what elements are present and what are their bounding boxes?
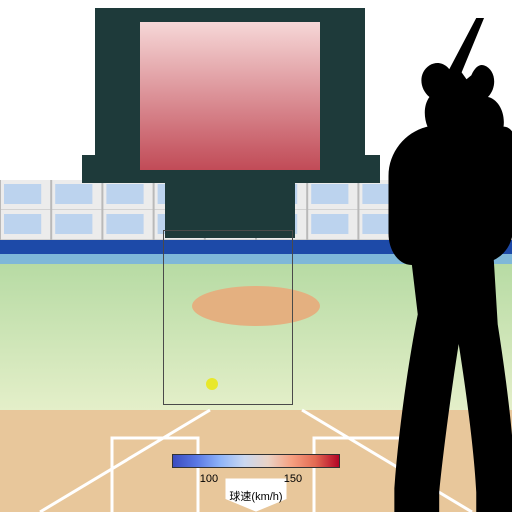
batter-silhouette	[330, 18, 512, 512]
legend-tick: 150	[284, 473, 302, 485]
legend-ticks: 100 150	[172, 473, 340, 487]
pitch-marker	[206, 378, 218, 390]
legend-tick: 100	[200, 473, 218, 485]
legend-gradient-bar	[172, 454, 340, 468]
batter-icon	[330, 18, 512, 512]
pitch-location-scene: 100 150 球速(km/h)	[0, 0, 512, 512]
legend-label: 球速(km/h)	[172, 488, 340, 504]
speed-legend: 100 150 球速(km/h)	[172, 454, 340, 504]
